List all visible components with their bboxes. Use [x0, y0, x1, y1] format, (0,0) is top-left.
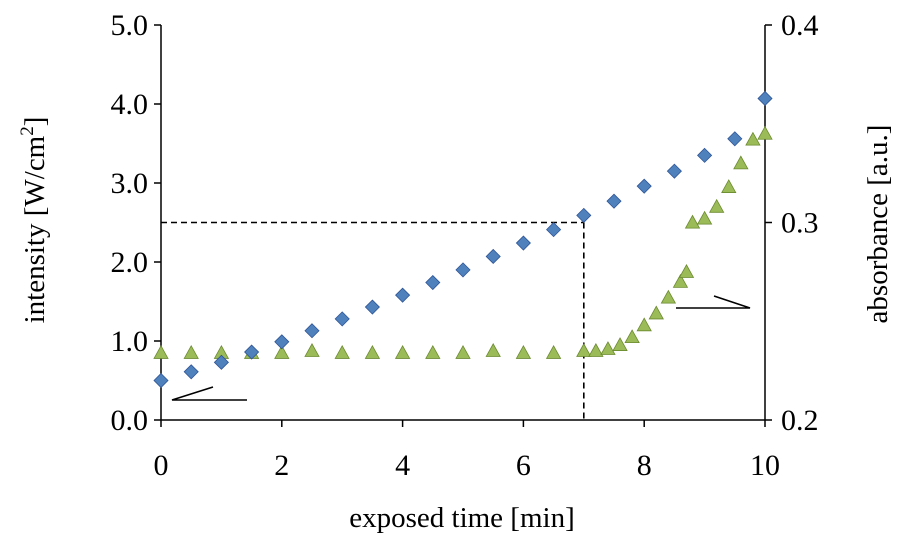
absorbance-point: [612, 337, 628, 351]
absorbance-point: [588, 343, 604, 357]
x-tick-label: 10: [750, 449, 780, 482]
intensity-point: [727, 131, 743, 147]
intensity-point: [425, 274, 441, 291]
x-tick-label: 4: [395, 449, 410, 482]
series-axis-indicators: [171, 295, 751, 401]
absorbance-point: [274, 345, 290, 359]
absorbance-point: [757, 125, 773, 140]
right-axis-indicator: [676, 295, 751, 309]
intensity-point: [757, 90, 773, 107]
absorbance-point: [485, 343, 501, 357]
intensity-point: [576, 207, 592, 223]
y-left-tick-label: 5.0: [111, 9, 149, 42]
absorbance-point: [721, 179, 737, 193]
y-axis-right-title: absorbance [a.u.]: [862, 125, 894, 324]
absorbance-point: [684, 214, 701, 229]
absorbance-point: [624, 329, 640, 344]
absorbance-point: [745, 131, 761, 146]
absorbance-point: [672, 273, 689, 288]
absorbance-point: [515, 345, 532, 359]
absorbance-point: [636, 317, 652, 332]
x-axis-title: exposed time [min]: [349, 502, 575, 534]
absorbance-point: [576, 343, 592, 357]
absorbance-point: [545, 345, 562, 359]
absorbance-point: [600, 341, 616, 355]
intensity-point: [697, 147, 713, 163]
intensity-point: [213, 354, 229, 370]
intensity-series: [153, 90, 773, 389]
absorbance-point: [153, 345, 169, 359]
absorbance-point: [660, 289, 677, 304]
intensity-point: [666, 163, 682, 179]
x-tick-label: 0: [154, 449, 169, 482]
intensity-point: [334, 311, 350, 327]
intensity-point: [515, 235, 531, 251]
y-right-tick-label: 0.4: [781, 9, 819, 42]
intensity-point: [304, 323, 320, 339]
absorbance-series: [153, 125, 773, 359]
absorbance-point: [364, 345, 381, 359]
x-tick-label: 8: [637, 449, 652, 482]
absorbance-point: [733, 155, 749, 170]
axes: [154, 24, 772, 427]
absorbance-point: [334, 345, 350, 359]
intensity-point: [274, 334, 290, 350]
x-tick-label: 6: [516, 449, 531, 482]
y-left-tick-label: 1.0: [111, 325, 149, 358]
absorbance-point: [183, 345, 199, 359]
absorbance-point: [425, 345, 441, 359]
intensity-point: [485, 248, 501, 265]
y-axis-left-title-sup: 2: [17, 126, 38, 136]
intensity-point: [364, 299, 380, 315]
left-axis-indicator: [171, 386, 247, 401]
absorbance-point: [394, 345, 411, 359]
intensity-point: [636, 178, 652, 194]
absorbance-point: [709, 198, 725, 213]
y-left-tick-label: 2.0: [111, 246, 149, 279]
intensity-point: [455, 262, 471, 278]
intensity-point: [244, 344, 260, 360]
y-axis-left-title: intensity [W/cm2]: [17, 117, 51, 324]
absorbance-point: [678, 264, 695, 278]
absorbance-point: [696, 210, 713, 225]
absorbance-point: [648, 305, 664, 320]
y-axis-left-title-main: intensity [W/cm: [19, 135, 51, 323]
absorbance-point: [304, 343, 320, 357]
y-right-tick-label: 0.3: [781, 207, 819, 240]
intensity-point: [606, 193, 622, 209]
intensity-point: [153, 372, 169, 389]
x-tick-label: 2: [274, 449, 289, 482]
intensity-point: [395, 287, 411, 303]
reference-lines: [161, 221, 585, 420]
y-left-tick-label: 4.0: [111, 88, 149, 121]
y-left-tick-label: 0.0: [111, 404, 149, 437]
intensity-point: [546, 222, 562, 238]
y-left-tick-label: 3.0: [111, 167, 149, 200]
absorbance-point: [455, 345, 471, 359]
intensity-point: [183, 364, 199, 380]
y-axis-left-title-end: ]: [19, 117, 51, 127]
tick-labels: 0 2 4 6 8 10 0.0 1.0 2.0 3.0 4.0 5.0 0.2 0.3 0.4: [111, 9, 819, 482]
y-right-tick-label: 0.2: [781, 404, 819, 437]
